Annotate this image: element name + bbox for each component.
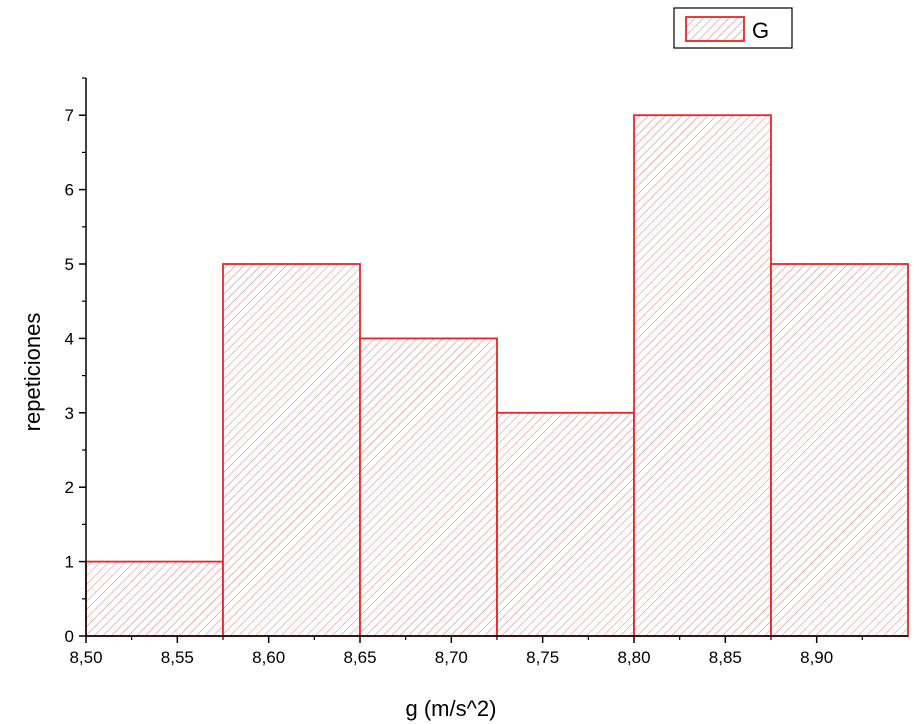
y-axis: 0 1 2 3 4 5 6 7 [65, 77, 87, 646]
legend-swatch [685, 16, 745, 42]
histogram-bar-5 [633, 114, 772, 637]
x-tick-label-7: 8,85 [709, 648, 742, 667]
x-tick-label-4: 8,70 [435, 648, 468, 667]
y-tick-label-5: 5 [65, 255, 74, 274]
histogram-bar-3 [359, 337, 498, 637]
x-tick-label-2: 8,60 [252, 648, 285, 667]
x-tick-label-5: 8,75 [526, 648, 559, 667]
x-tick-label-1: 8,55 [161, 648, 194, 667]
bars-group [85, 114, 909, 637]
y-tick-label-2: 2 [65, 478, 74, 497]
x-tick-label-3: 8,65 [343, 648, 376, 667]
x-tick-label-8: 8,90 [800, 648, 833, 667]
y-tick-label-4: 4 [65, 329, 74, 348]
histogram-bar-6 [770, 263, 909, 637]
y-tick-label-6: 6 [65, 181, 74, 200]
y-tick-label-3: 3 [65, 404, 74, 423]
y-tick-label-1: 1 [65, 553, 74, 572]
histogram-bar-1 [85, 560, 224, 637]
x-axis: 8,50 8,55 8,60 8,65 8,70 8,75 8,80 8,85 8,90 [69, 635, 908, 667]
histogram-bar-4 [496, 411, 635, 637]
x-axis-title: g (m/s^2) [406, 696, 497, 721]
x-tick-label-6: 8,80 [617, 648, 650, 667]
legend-label: G [752, 18, 769, 43]
y-tick-label-7: 7 [65, 106, 74, 125]
x-tick-label-0: 8,50 [69, 648, 102, 667]
y-tick-label-0: 0 [65, 627, 74, 646]
y-axis-title: repeticiones [20, 313, 45, 432]
histogram-bar-2 [222, 263, 361, 637]
legend: G [673, 7, 793, 49]
